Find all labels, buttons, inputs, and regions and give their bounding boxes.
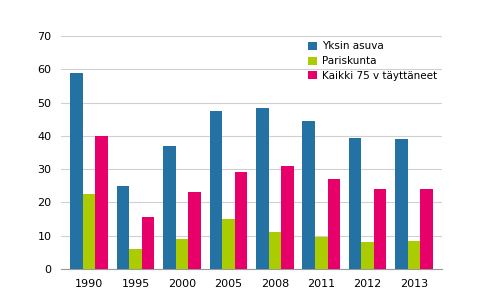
Legend: Yksin asuva, Pariskunta, Kaikki 75 v täyttäneet: Yksin asuva, Pariskunta, Kaikki 75 v täy… — [304, 37, 441, 85]
Bar — [302, 121, 315, 269]
Bar — [327, 179, 340, 269]
Bar — [142, 217, 154, 269]
Bar — [117, 186, 129, 269]
Bar — [95, 136, 108, 269]
Bar — [163, 146, 176, 269]
Bar — [269, 232, 281, 269]
Bar — [361, 242, 374, 269]
Bar — [188, 192, 201, 269]
Bar — [70, 73, 83, 269]
Bar — [395, 139, 408, 269]
Bar — [408, 240, 420, 269]
Bar — [420, 189, 433, 269]
Bar — [235, 172, 247, 269]
Bar — [281, 166, 294, 269]
Bar — [222, 219, 235, 269]
Bar — [210, 111, 222, 269]
Bar — [176, 239, 188, 269]
Bar — [129, 249, 142, 269]
Bar — [83, 194, 95, 269]
Bar — [349, 138, 361, 269]
Bar — [374, 189, 386, 269]
Bar — [315, 237, 327, 269]
Bar — [256, 108, 269, 269]
